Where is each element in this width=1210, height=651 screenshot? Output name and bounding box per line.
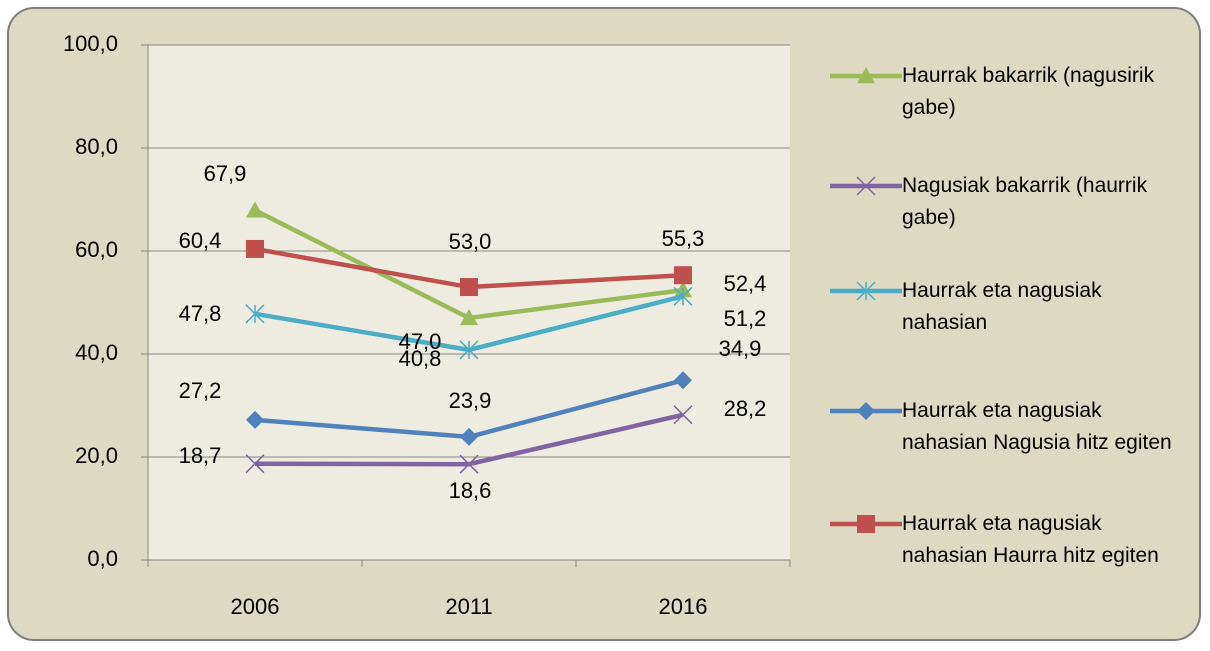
x-tick-label: 2016 xyxy=(659,594,708,619)
data-label: 18,6 xyxy=(449,478,492,503)
y-tick-label: 0,0 xyxy=(87,546,118,571)
legend-label: Haurrak eta nagusiak nahasian Haurra hit… xyxy=(902,512,1159,567)
legend-item: Nagusiak bakarrik (haurrik gabe) xyxy=(830,170,1200,234)
legend-item: Haurrak eta nagusiak nahasian Nagusia hi… xyxy=(830,395,1200,459)
marker xyxy=(857,67,875,84)
marker xyxy=(246,201,264,218)
marker xyxy=(674,371,692,390)
legend-swatch xyxy=(830,515,902,533)
marker xyxy=(673,405,693,425)
marker xyxy=(857,402,875,420)
data-label: 51,2 xyxy=(724,306,767,331)
marker xyxy=(246,410,264,429)
y-tick-label: 40,0 xyxy=(75,340,118,365)
marker xyxy=(673,286,693,306)
legend-label: Haurrak eta nagusiak nahasian xyxy=(902,279,1102,334)
data-label: 55,3 xyxy=(662,226,705,251)
data-label: 47,8 xyxy=(179,301,222,326)
data-label: 23,9 xyxy=(449,388,492,413)
marker xyxy=(245,304,265,324)
data-label: 34,9 xyxy=(719,336,762,361)
legend-label: Haurrak bakarrik (nagusirik gabe) xyxy=(902,64,1155,119)
marker xyxy=(460,308,478,326)
marker xyxy=(459,340,479,360)
legend-swatch xyxy=(830,281,902,301)
data-label: 53,0 xyxy=(449,229,492,254)
marker xyxy=(246,239,264,258)
y-tick-label: 60,0 xyxy=(75,237,118,262)
legend-swatch xyxy=(830,176,902,196)
y-tick-label: 80,0 xyxy=(75,134,118,159)
marker xyxy=(856,176,876,196)
data-label: 47,0 xyxy=(399,329,442,354)
marker xyxy=(460,427,478,446)
legend-item: Haurrak bakarrik (nagusirik gabe) xyxy=(830,60,1200,124)
data-label: 18,7 xyxy=(179,443,222,468)
y-tick-label: 20,0 xyxy=(75,443,118,468)
x-tick-label: 2011 xyxy=(445,594,492,619)
legend-swatch xyxy=(830,67,902,84)
data-label: 28,2 xyxy=(724,396,767,421)
marker xyxy=(674,266,692,285)
legend-label: Nagusiak bakarrik (haurrik gabe) xyxy=(902,174,1148,229)
y-tick-label: 100,0 xyxy=(63,31,118,56)
marker xyxy=(459,454,479,474)
marker xyxy=(460,278,478,297)
legend-item: Haurrak eta nagusiak nahasian Haurra hit… xyxy=(830,508,1200,572)
legend-swatch xyxy=(830,402,902,420)
legend-label: Haurrak eta nagusiak nahasian Nagusia hi… xyxy=(902,399,1172,454)
marker xyxy=(857,515,875,533)
legend-item: Haurrak eta nagusiak nahasian xyxy=(830,275,1200,339)
marker xyxy=(245,454,265,474)
marker xyxy=(856,281,876,301)
data-label: 52,4 xyxy=(724,271,767,296)
data-label: 40,8 xyxy=(399,346,442,371)
data-label: 60,4 xyxy=(179,228,222,253)
x-tick-label: 2006 xyxy=(231,594,280,619)
data-label: 67,9 xyxy=(204,161,247,186)
data-label: 27,2 xyxy=(179,378,222,403)
